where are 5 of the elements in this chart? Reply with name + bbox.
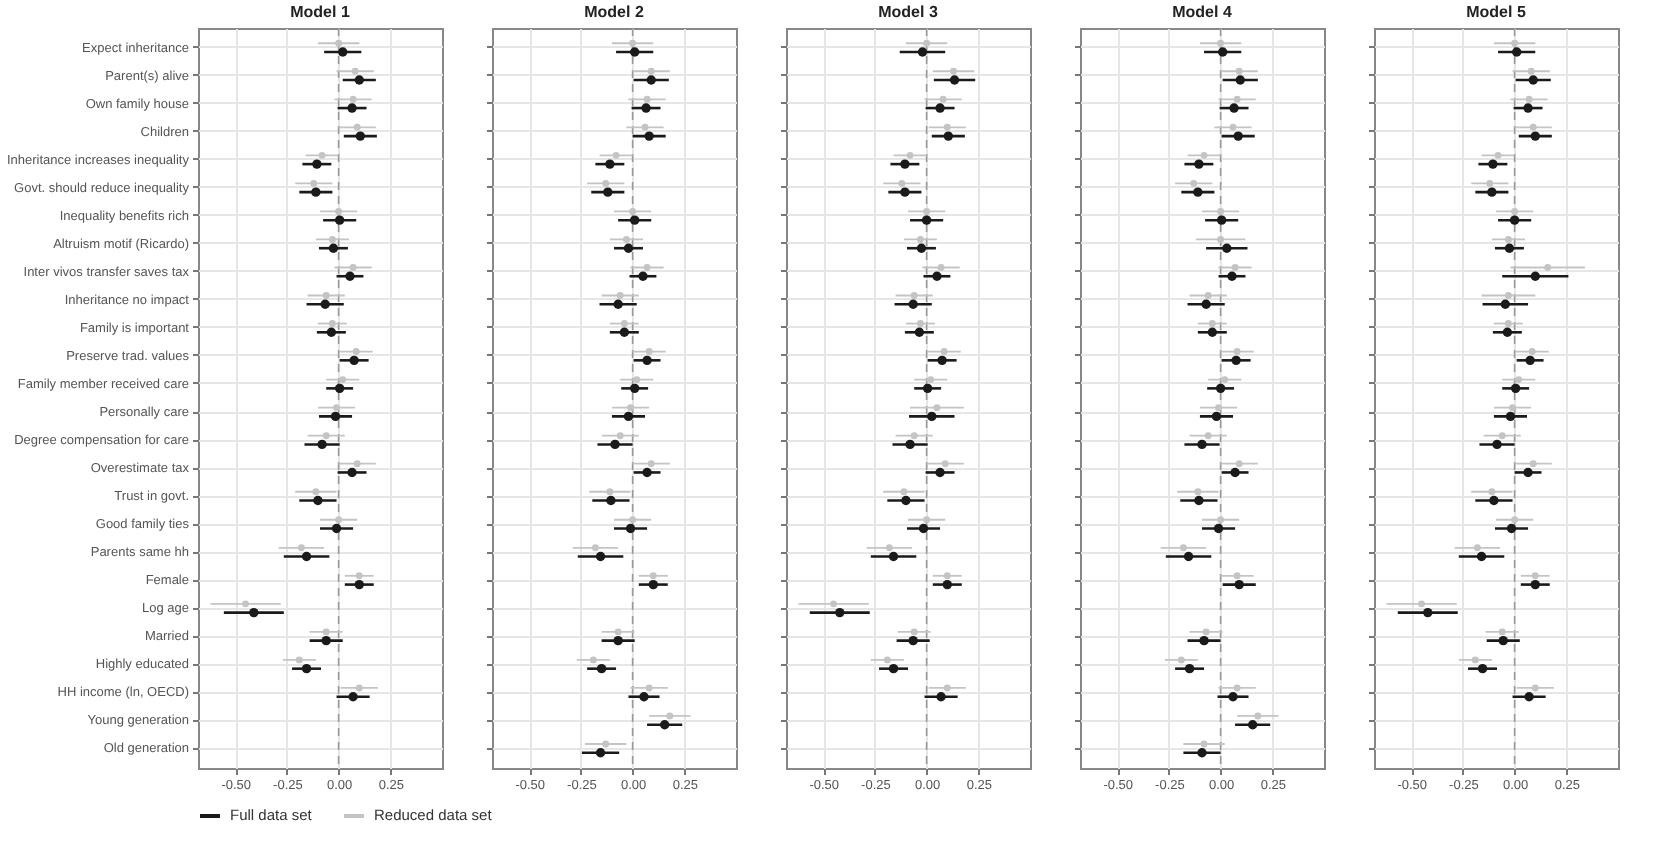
- chart-title: Model 1: [290, 3, 351, 22]
- chart-title: Model 2: [584, 3, 645, 22]
- chart-title: Model 5: [1466, 3, 1527, 22]
- chart-title: Model 3: [878, 3, 939, 22]
- chart-title: Model 4: [1172, 3, 1233, 22]
